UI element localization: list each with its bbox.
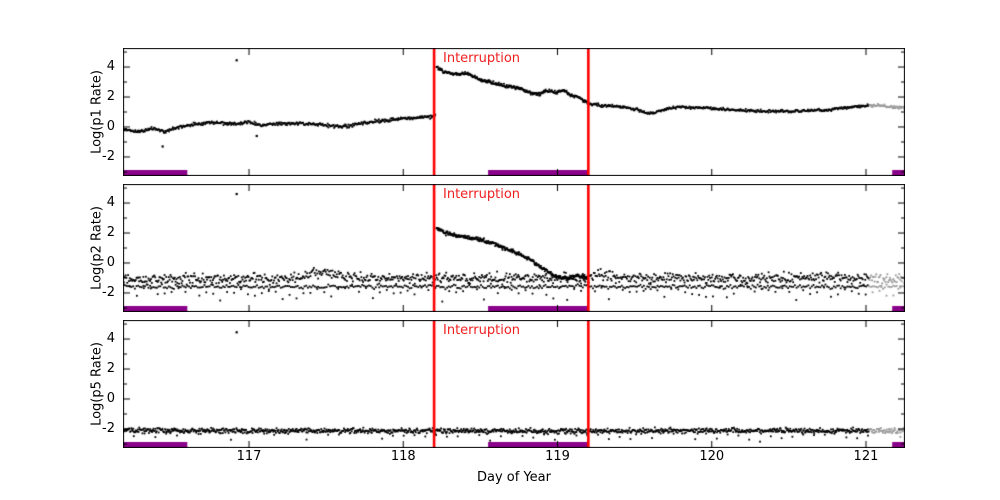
x-tick-label: 121	[853, 449, 879, 464]
plot-canvas-p2	[123, 184, 905, 312]
ylabel-p5: Log(p5 Rate)	[89, 342, 105, 426]
x-tick-label: 120	[699, 449, 725, 464]
y-tick-label: 0	[106, 118, 115, 134]
plot-canvas-p5	[123, 320, 905, 448]
y-tick-label: 2	[106, 225, 115, 240]
ylabel-p2: Log(p2 Rate)	[89, 206, 105, 290]
x-tick-label: 118	[390, 449, 416, 464]
x-tick-label: 119	[545, 449, 570, 464]
y-tick-label: 2	[106, 361, 115, 376]
y-tick-label: 2	[106, 89, 115, 104]
plot-canvas-p1	[123, 48, 905, 176]
y-tick-label: 0	[106, 390, 115, 406]
y-tick-label: 4	[106, 195, 115, 211]
y-tick-label: 4	[106, 331, 115, 347]
x-axis-label: Day of Year	[477, 470, 551, 485]
ylabel-p1: Log(p1 Rate)	[89, 70, 105, 154]
y-tick-label: 4	[106, 59, 115, 75]
y-tick-label: -2	[102, 284, 115, 300]
interruption-label: Interruption	[443, 187, 521, 202]
y-tick-label: 0	[106, 254, 115, 270]
x-tick-label: 117	[236, 449, 262, 464]
interruption-label: Interruption	[443, 323, 521, 338]
y-tick-label: -2	[102, 420, 115, 436]
y-tick-label: -2	[102, 148, 115, 164]
interruption-label: Interruption	[443, 51, 521, 66]
